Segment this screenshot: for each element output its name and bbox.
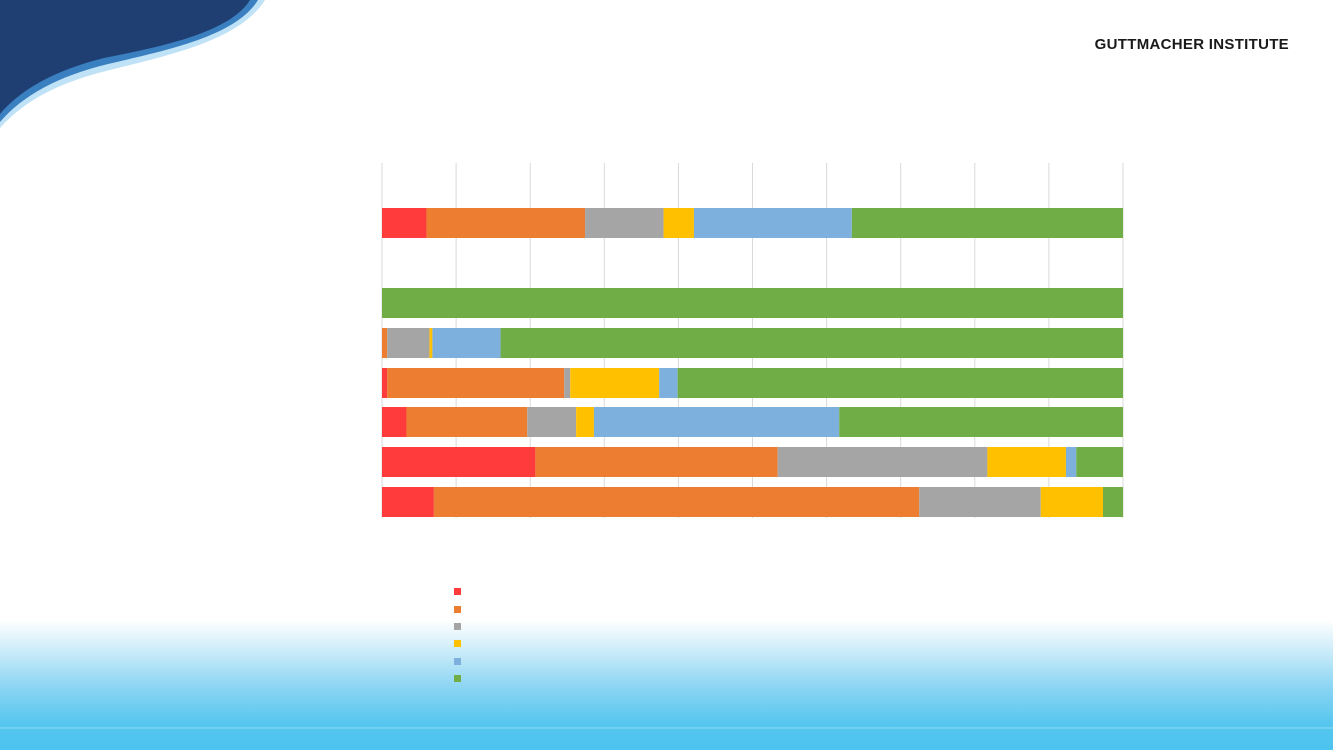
legend-item [454, 618, 469, 635]
bar-segment [382, 487, 434, 517]
brand-logo-text: GUTTMACHER INSTITUTE [1094, 36, 1289, 53]
bar-segment [839, 407, 1123, 437]
legend-item [454, 653, 469, 670]
bar-segment [382, 368, 388, 398]
bar-segment [500, 328, 1123, 358]
legend-swatch [454, 622, 461, 630]
decorative-wave-graphic [0, 0, 265, 128]
bar-segment [382, 407, 407, 437]
bar-segment [585, 208, 664, 238]
chart-legend [454, 583, 469, 687]
bar-segment [382, 328, 388, 358]
legend-item [454, 583, 469, 600]
legend-item [454, 600, 469, 617]
bar-segment [406, 407, 528, 437]
bar-segment [1065, 447, 1077, 477]
legend-item [454, 635, 469, 652]
bar-segment [382, 208, 427, 238]
bar-segment [663, 208, 694, 238]
bar-segment [429, 328, 433, 358]
bar-segment [1102, 487, 1123, 517]
legend-swatch [454, 675, 461, 683]
legend-swatch [454, 657, 461, 665]
bar-segment [1040, 487, 1103, 517]
bar-segment [387, 368, 565, 398]
bar-segment [564, 368, 571, 398]
footer-divider [0, 727, 1333, 729]
legend-swatch [454, 605, 461, 613]
legend-swatch [454, 588, 461, 596]
bar-segment [535, 447, 778, 477]
bar-segment [593, 407, 840, 437]
bar-segment [677, 368, 1123, 398]
bar-segment [570, 368, 660, 398]
bar-segment [693, 208, 852, 238]
legend-swatch [454, 640, 461, 648]
bar-segment [527, 407, 577, 437]
wave-dark-layer [0, 0, 250, 114]
bar-segment [919, 487, 1041, 517]
bar-segment [851, 208, 1123, 238]
bar-segment [433, 487, 920, 517]
bar-segment [426, 208, 586, 238]
bar-segment [1076, 447, 1123, 477]
bar-segment [987, 447, 1066, 477]
bar-segment [382, 288, 1123, 318]
bar-segment [576, 407, 594, 437]
bar-segment [777, 447, 988, 477]
bar-segment [659, 368, 678, 398]
bar-segment [432, 328, 501, 358]
bar-segment [382, 447, 536, 477]
legend-item [454, 670, 469, 687]
bar-segment [387, 328, 430, 358]
